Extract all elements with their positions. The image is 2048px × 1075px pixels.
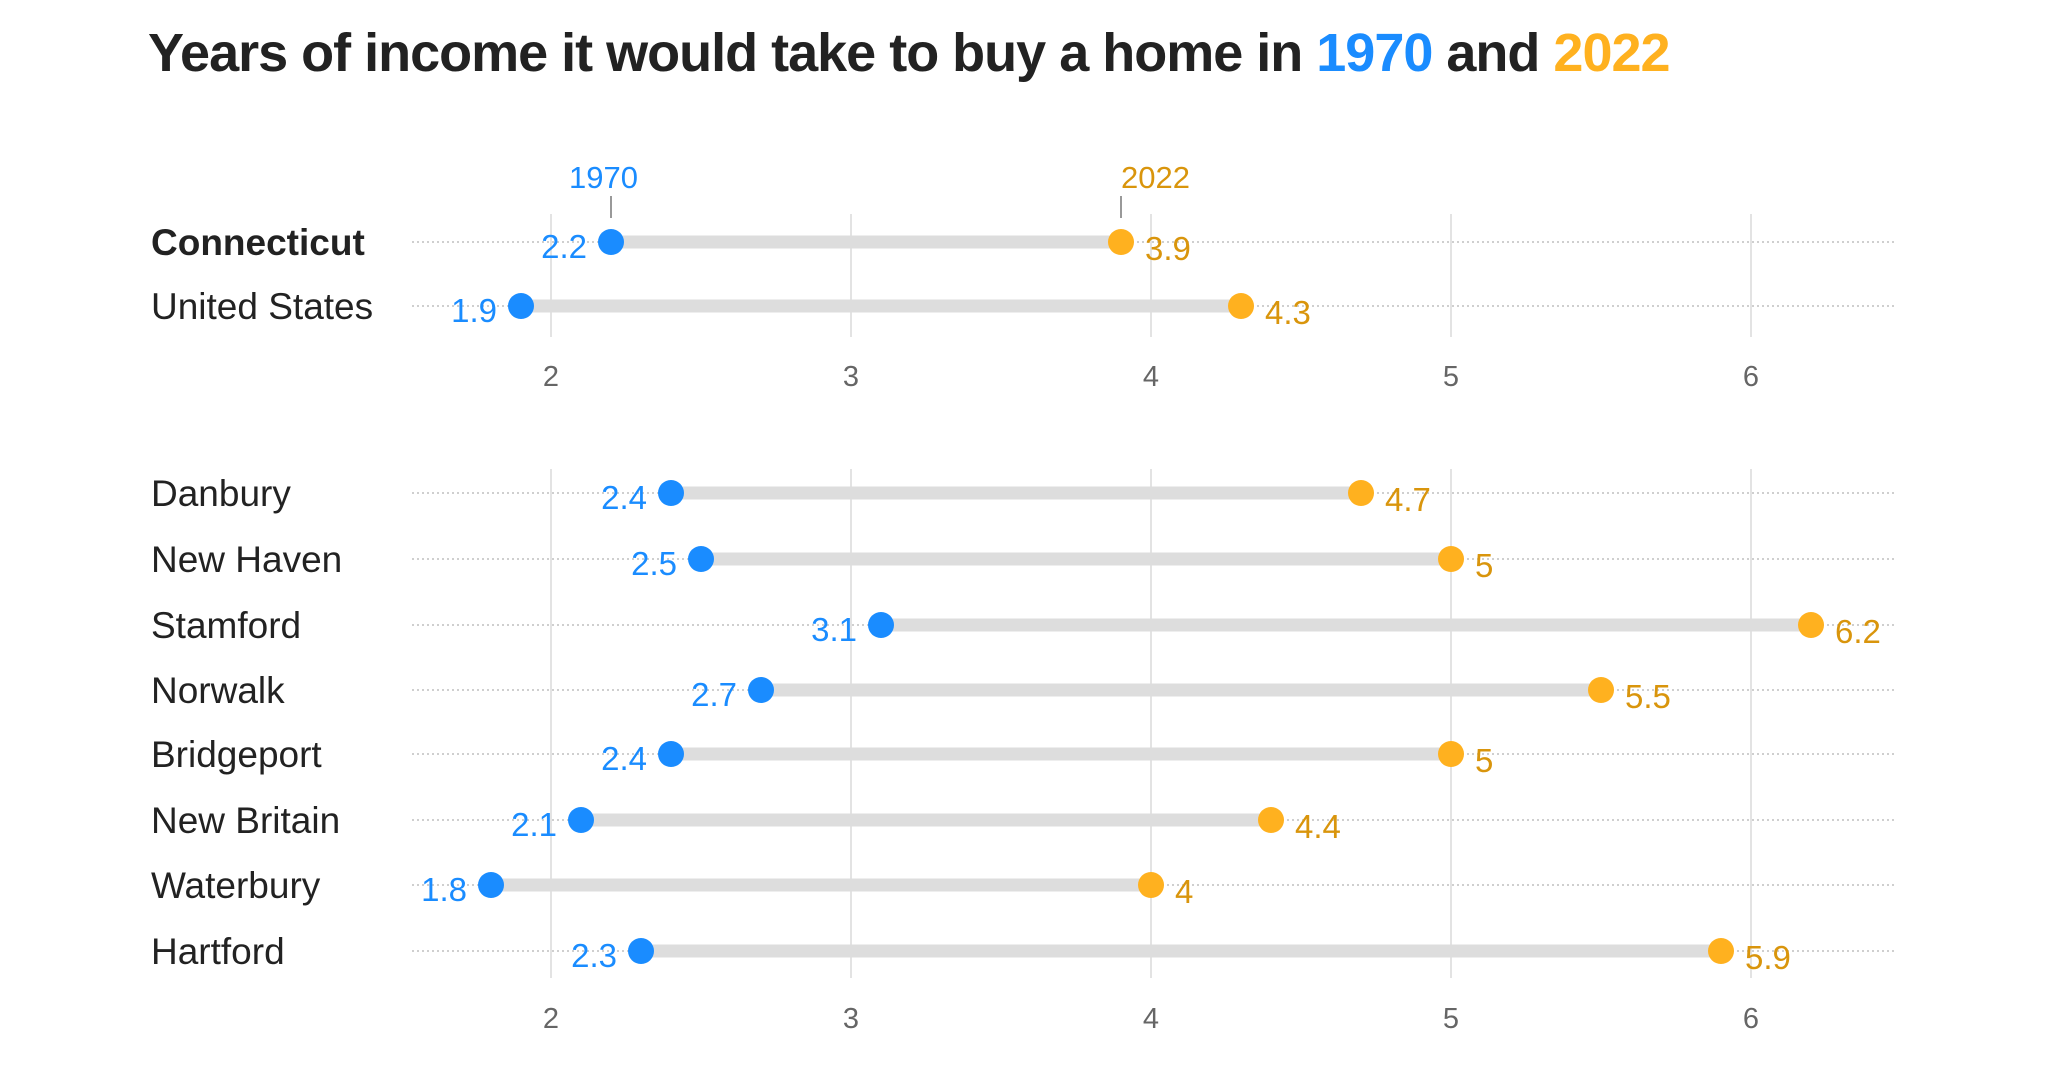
row-label: Bridgeport bbox=[151, 734, 322, 775]
x-tick-label: 3 bbox=[843, 361, 859, 393]
value-label-2022: 4.7 bbox=[1385, 481, 1431, 518]
row-label: New Britain bbox=[151, 800, 340, 841]
dot-1970 bbox=[628, 938, 654, 964]
dot-2022 bbox=[1708, 938, 1734, 964]
x-tick-label: 5 bbox=[1443, 361, 1459, 393]
row-label: Stamford bbox=[151, 605, 301, 646]
value-label-1970: 2.1 bbox=[511, 806, 557, 843]
value-label-2022: 5.5 bbox=[1625, 678, 1671, 715]
x-tick-label: 2 bbox=[543, 1003, 559, 1035]
dot-2022 bbox=[1258, 807, 1284, 833]
value-label-1970: 2.3 bbox=[571, 937, 617, 974]
value-label-1970: 2.2 bbox=[541, 228, 587, 265]
row-label: United States bbox=[151, 286, 373, 327]
dot-2022 bbox=[1438, 741, 1464, 767]
x-tick-label: 6 bbox=[1743, 1003, 1759, 1035]
legend-label-2022: 2022 bbox=[1121, 160, 1190, 195]
chart-title: Years of income it would take to buy a h… bbox=[148, 22, 1671, 84]
value-label-2022: 6.2 bbox=[1835, 613, 1881, 650]
row-label: Connecticut bbox=[151, 222, 365, 263]
row-label: Norwalk bbox=[151, 670, 285, 711]
value-label-2022: 4.4 bbox=[1295, 808, 1341, 845]
value-label-2022: 3.9 bbox=[1145, 230, 1191, 267]
dot-1970 bbox=[658, 480, 684, 506]
x-tick-label: 2 bbox=[543, 361, 559, 393]
title-year-2022: 2022 bbox=[1553, 23, 1670, 83]
dot-2022 bbox=[1348, 480, 1374, 506]
dot-2022 bbox=[1438, 546, 1464, 572]
row-label: New Haven bbox=[151, 539, 342, 580]
dot-1970 bbox=[688, 546, 714, 572]
title-year-1970: 1970 bbox=[1316, 23, 1433, 83]
value-label-1970: 2.4 bbox=[601, 740, 647, 777]
x-tick-label: 4 bbox=[1143, 1003, 1159, 1035]
title-prefix: Years of income it would take to buy a h… bbox=[148, 23, 1317, 83]
dot-1970 bbox=[568, 807, 594, 833]
dot-2022 bbox=[1588, 677, 1614, 703]
value-label-2022: 5 bbox=[1475, 547, 1493, 584]
value-label-1970: 1.8 bbox=[421, 871, 467, 908]
value-label-1970: 3.1 bbox=[811, 611, 857, 648]
x-tick-label: 6 bbox=[1743, 361, 1759, 393]
dot-2022 bbox=[1108, 229, 1134, 255]
row-label: Danbury bbox=[151, 473, 291, 514]
dot-2022 bbox=[1228, 293, 1254, 319]
dot-1970 bbox=[658, 741, 684, 767]
dot-1970 bbox=[598, 229, 624, 255]
row-label: Waterbury bbox=[151, 865, 321, 906]
value-label-2022: 4 bbox=[1175, 873, 1193, 910]
dot-2022 bbox=[1798, 612, 1824, 638]
dot-1970 bbox=[508, 293, 534, 319]
dot-1970 bbox=[478, 872, 504, 898]
x-tick-label: 3 bbox=[843, 1003, 859, 1035]
value-label-2022: 5.9 bbox=[1745, 939, 1791, 976]
x-tick-label: 4 bbox=[1143, 361, 1159, 393]
x-tick-label: 5 bbox=[1443, 1003, 1459, 1035]
value-label-1970: 1.9 bbox=[451, 292, 497, 329]
row-label: Hartford bbox=[151, 931, 285, 972]
value-label-2022: 4.3 bbox=[1265, 294, 1311, 331]
title-mid: and bbox=[1432, 23, 1554, 83]
value-label-1970: 2.7 bbox=[691, 676, 737, 713]
value-label-1970: 2.5 bbox=[631, 545, 677, 582]
legend-label-1970: 1970 bbox=[569, 160, 638, 195]
dot-2022 bbox=[1138, 872, 1164, 898]
dot-1970 bbox=[868, 612, 894, 638]
value-label-2022: 5 bbox=[1475, 742, 1493, 779]
dot-1970 bbox=[748, 677, 774, 703]
value-label-1970: 2.4 bbox=[601, 479, 647, 516]
